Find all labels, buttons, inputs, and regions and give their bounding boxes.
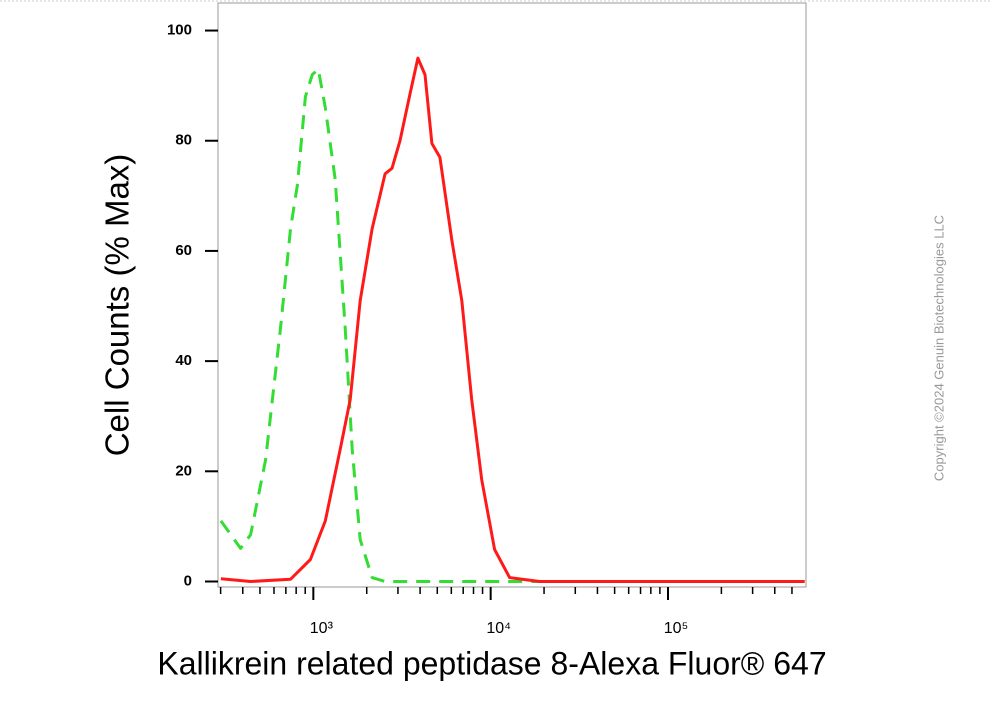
y-tick-label: 40 bbox=[175, 352, 192, 369]
y-axis-label: Cell Counts (% Max) bbox=[99, 154, 136, 457]
histogram-line bbox=[220, 56, 805, 583]
y-tick-label: 80 bbox=[175, 132, 192, 149]
plot-frame bbox=[217, 2, 807, 588]
histogram-line bbox=[219, 67, 805, 583]
x-tick-label: 10⁵ bbox=[664, 620, 688, 637]
x-tick-label: 10³ bbox=[310, 620, 334, 637]
y-tick-label: 0 bbox=[184, 572, 192, 589]
y-tick-label: 60 bbox=[175, 242, 192, 259]
watermark: Copyright ©2024 Genuin Biotechnologies L… bbox=[931, 215, 946, 481]
x-axis-label: Kallikrein related peptidase 8-Alexa Flu… bbox=[157, 645, 826, 681]
y-tick-label: 20 bbox=[175, 462, 192, 479]
x-tick-label: 10⁴ bbox=[486, 620, 511, 637]
y-tick-label: 100 bbox=[167, 22, 192, 39]
